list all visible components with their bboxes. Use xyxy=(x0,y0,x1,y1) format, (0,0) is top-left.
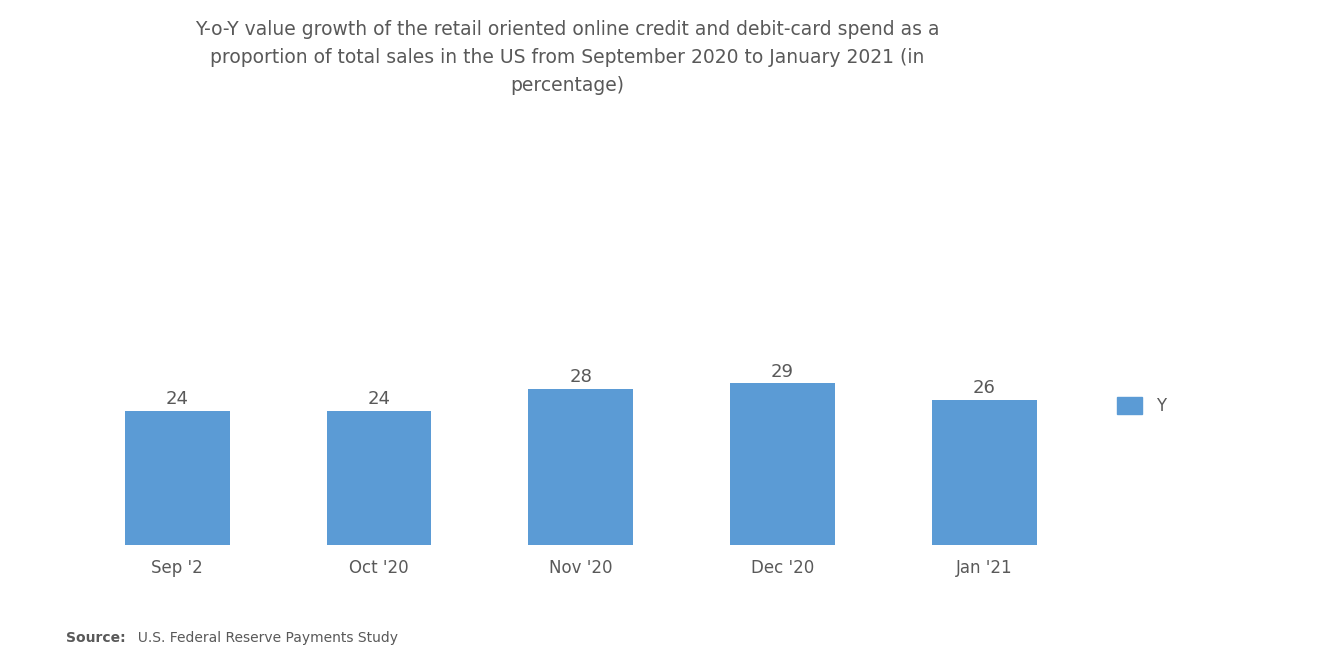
Text: U.S. Federal Reserve Payments Study: U.S. Federal Reserve Payments Study xyxy=(129,631,399,645)
Legend: Y: Y xyxy=(1111,390,1172,422)
Bar xyxy=(326,411,432,545)
Text: 24: 24 xyxy=(367,390,391,408)
Bar xyxy=(125,411,230,545)
Text: 29: 29 xyxy=(771,362,795,380)
Bar xyxy=(932,400,1036,545)
Text: Y-o-Y value growth of the retail oriented online credit and debit-card spend as : Y-o-Y value growth of the retail oriente… xyxy=(195,20,940,95)
Bar xyxy=(730,383,836,545)
Text: Source:: Source: xyxy=(66,631,125,645)
Text: 26: 26 xyxy=(973,379,995,397)
Bar xyxy=(528,389,634,545)
Text: 24: 24 xyxy=(166,390,189,408)
Text: 28: 28 xyxy=(569,368,593,386)
